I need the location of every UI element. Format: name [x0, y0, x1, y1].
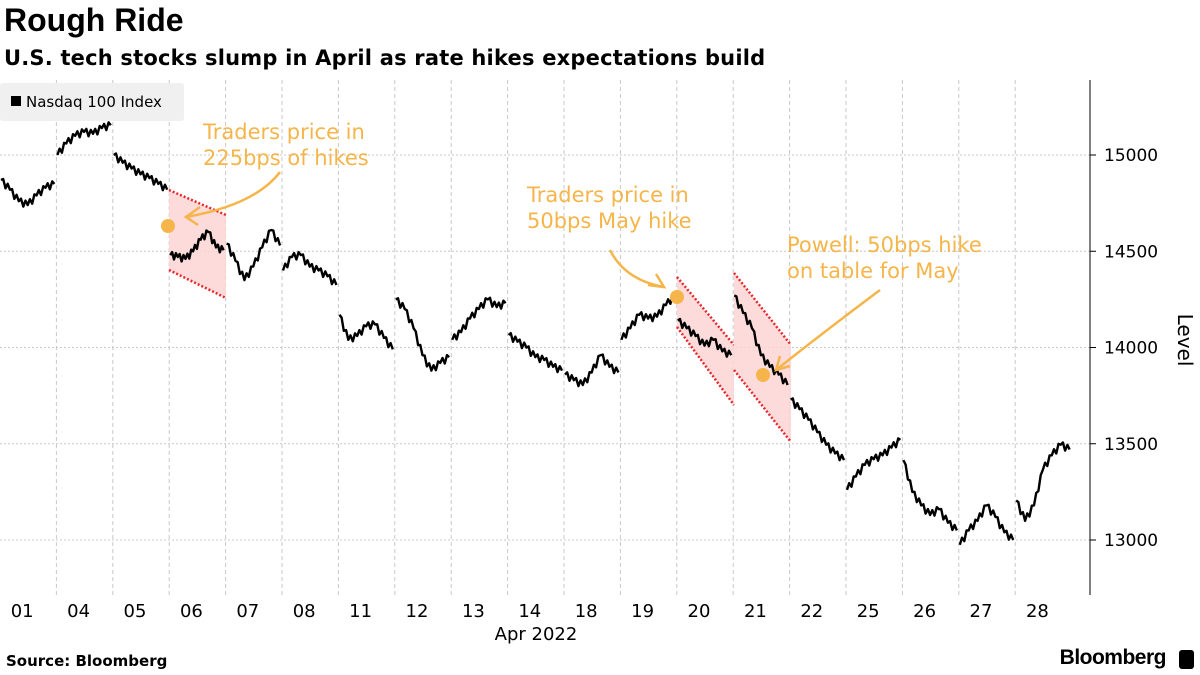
annotation-marker	[670, 290, 684, 304]
series-line-day-07	[226, 228, 282, 282]
y-axis-title: Level	[1173, 314, 1197, 367]
x-tick-label: 18	[575, 601, 598, 622]
source-note: Source: Bloomberg	[6, 652, 168, 670]
series-line-day-19	[620, 293, 676, 341]
shaded-region	[734, 273, 791, 442]
annotation-text: 50bps May hike	[527, 209, 692, 233]
series-line-day-22	[790, 397, 846, 462]
series-line-day-04	[56, 121, 112, 156]
x-tick-label: 25	[857, 601, 880, 622]
annotation-text: Traders price in	[526, 183, 689, 207]
arrowhead	[774, 355, 791, 372]
x-tick-label: 21	[744, 601, 767, 622]
region-border-top	[733, 272, 792, 346]
series-line-day-13	[451, 296, 507, 341]
x-tick-label: 08	[293, 601, 316, 622]
x-axis-title: Apr 2022	[495, 624, 578, 645]
region-border-bottom	[733, 369, 792, 443]
chart-subtitle: U.S. tech stocks slump in April as rate …	[4, 46, 766, 70]
x-tick-label: 22	[800, 601, 823, 622]
x-tick-label: 04	[67, 601, 90, 622]
x-tick-label: 27	[970, 601, 993, 622]
series-line-day-06	[169, 229, 225, 263]
x-tick-label: 19	[631, 601, 654, 622]
annotation-arrow	[608, 249, 665, 289]
legend-label: Nasdaq 100 Index	[26, 93, 162, 111]
y-tick-label: 15000	[1104, 146, 1158, 166]
region-border-top	[676, 276, 735, 346]
x-tick-label: 11	[349, 601, 372, 622]
series-line-day-26	[902, 459, 958, 532]
x-tick-label: 28	[1026, 601, 1049, 622]
x-tick-label: 13	[462, 601, 485, 622]
x-tick-label: 26	[913, 601, 936, 622]
y-tick-label: 13500	[1104, 435, 1158, 455]
x-tick-label: 14	[518, 601, 541, 622]
y-tick-label: 14500	[1104, 242, 1158, 262]
arrowhead	[647, 273, 667, 289]
region-border-bottom	[168, 268, 227, 300]
legend: Nasdaq 100 Index	[0, 83, 184, 121]
series-line-day-12	[395, 297, 451, 372]
series-line-day-27	[958, 503, 1015, 546]
series-line-day-01	[0, 177, 56, 208]
series-line-day-14	[507, 332, 564, 374]
annotation-text: Traders price in	[202, 120, 365, 144]
annotation-text: on table for May	[787, 259, 959, 283]
x-tick-label: 07	[236, 601, 259, 622]
brand-logo: Bloomberg	[1059, 646, 1167, 669]
annotation-marker	[161, 219, 175, 233]
x-tick-label: 05	[124, 601, 147, 622]
series-line-day-08	[281, 250, 338, 286]
series-line-day-21	[733, 294, 789, 386]
bloomberg-terminal-icon	[1179, 650, 1194, 669]
region-border-bottom	[675, 326, 736, 406]
y-tick-label: 14000	[1104, 339, 1158, 359]
annotation-marker	[756, 368, 770, 382]
legend-swatch	[11, 96, 21, 106]
y-tick-label: 13000	[1104, 531, 1158, 551]
annotation-arrow	[775, 289, 881, 371]
series-line-day-20	[677, 317, 733, 358]
arrowhead	[183, 205, 201, 227]
annotation-text: 225bps of hikes	[203, 146, 369, 170]
x-tick-label: 12	[406, 601, 429, 622]
x-tick-label: 20	[688, 601, 711, 622]
annotation-arrow	[185, 171, 281, 219]
series-line-day-18	[564, 353, 620, 388]
series-line-day-11	[338, 314, 394, 350]
series-line-day-25	[845, 437, 902, 491]
chart-title: Rough Ride	[4, 2, 184, 38]
x-tick-label: 01	[11, 601, 34, 622]
annotation-text: Powell: 50bps hike	[787, 233, 982, 257]
series-line-day-05	[113, 152, 169, 192]
x-tick-label: 06	[180, 601, 203, 622]
series-line-day-28	[1015, 441, 1071, 522]
